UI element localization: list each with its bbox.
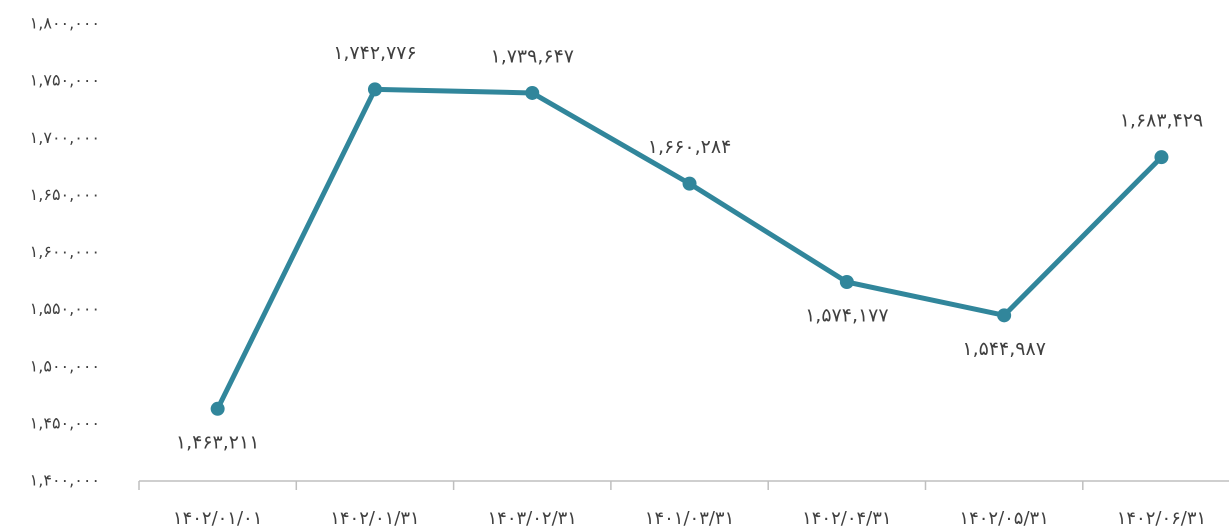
point — [682, 176, 697, 191]
data-label: ۱,۵۷۴,۱۷۷ — [805, 305, 889, 327]
y-tick-label: ۱,۶۰۰,۰۰۰ — [30, 242, 100, 261]
x-tick-label: ۱۴۰۲/۰۱/۰۱ — [173, 508, 262, 529]
y-tick-label: ۱,۴۵۰,۰۰۰ — [30, 413, 100, 432]
data-label: ۱,۷۳۹,۶۴۷ — [490, 45, 574, 67]
x-tick-label: ۱۴۰۲/۰۱/۳۱ — [330, 508, 419, 529]
point — [210, 401, 225, 416]
y-tick-label: ۱,۵۵۰,۰۰۰ — [30, 299, 100, 318]
data-label: ۱,۶۸۳,۴۲۹ — [1120, 110, 1204, 132]
point — [525, 85, 540, 100]
y-tick-label: ۱,۸۰۰,۰۰۰ — [30, 14, 100, 33]
x-tick-label: ۱۴۰۱/۰۳/۳۱ — [645, 508, 734, 529]
x-tick-label: ۱۴۰۳/۰۲/۳۱ — [488, 508, 577, 529]
x-tick-label: ۱۴۰۲/۰۵/۳۱ — [959, 508, 1048, 529]
data-label: ۱,۷۴۲,۷۷۶ — [333, 42, 417, 64]
point — [997, 308, 1012, 323]
x-tick-label: ۱۴۰۲/۰۶/۳۱ — [1117, 508, 1206, 529]
y-tick-label: ۱,۶۵۰,۰۰۰ — [30, 185, 100, 204]
y-tick-label: ۱,۷۵۰,۰۰۰ — [30, 71, 100, 90]
y-tick-label: ۱,۵۰۰,۰۰۰ — [30, 356, 100, 375]
point — [367, 82, 382, 97]
y-tick-label: ۱,۴۰۰,۰۰۰ — [30, 471, 100, 490]
point — [839, 275, 854, 290]
data-label: ۱,۴۶۳,۲۱۱ — [176, 431, 260, 453]
point — [1154, 150, 1169, 165]
data-label: ۱,۵۴۴,۹۸۷ — [962, 338, 1046, 360]
y-tick-label: ۱,۷۰۰,۰۰۰ — [30, 128, 100, 147]
data-label: ۱,۶۶۰,۲۸۴ — [648, 136, 732, 158]
x-tick-label: ۱۴۰۲/۰۴/۳۱ — [802, 508, 891, 529]
